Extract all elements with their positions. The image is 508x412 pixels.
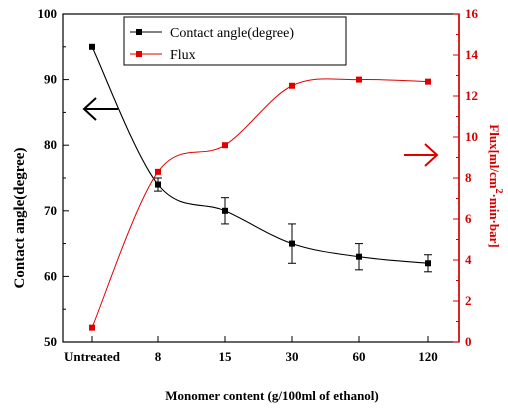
data-point bbox=[222, 207, 228, 214]
series-2 bbox=[89, 76, 431, 331]
legend-box bbox=[123, 16, 347, 66]
y-axis-right-label-sup: 2 bbox=[493, 189, 504, 194]
data-point bbox=[89, 43, 95, 50]
y-left-tick-label: 70 bbox=[44, 203, 57, 218]
y-left-tick-label: 100 bbox=[38, 6, 58, 21]
y-right-tick-label: 16 bbox=[465, 6, 479, 21]
series-1 bbox=[89, 43, 432, 273]
x-tick-label: 60 bbox=[353, 349, 366, 364]
x-tick-label: 8 bbox=[155, 349, 162, 364]
legend: Contact angle(degree) Flux bbox=[123, 16, 347, 66]
y-axis-right-label: Flux[ml/cm2·min·bar] bbox=[487, 124, 504, 247]
data-point bbox=[155, 168, 161, 175]
legend-swatch-marker bbox=[136, 51, 142, 57]
y-axis-right: 0 2 4 6 8 10 12 14 16 bbox=[453, 6, 479, 349]
data-point bbox=[289, 82, 295, 89]
data-point bbox=[425, 78, 431, 85]
x-tick-label: Untreated bbox=[64, 349, 121, 364]
data-point bbox=[155, 181, 161, 188]
series-group bbox=[89, 43, 432, 331]
y-left-tick-label: 60 bbox=[44, 268, 57, 283]
x-tick-label: 120 bbox=[418, 349, 438, 364]
y-left-tick-label: 90 bbox=[44, 72, 57, 87]
y-right-tick-label: 0 bbox=[465, 334, 472, 349]
y-right-tick-label: 10 bbox=[465, 129, 478, 144]
data-point bbox=[222, 142, 228, 149]
data-point bbox=[289, 240, 295, 247]
x-axis-label: Monomer content (g/100ml of ethanol) bbox=[165, 388, 379, 403]
data-point bbox=[356, 253, 362, 260]
y-right-tick-label: 2 bbox=[465, 293, 472, 308]
legend-swatch-marker bbox=[136, 29, 142, 35]
y-right-tick-label: 8 bbox=[465, 170, 472, 185]
y-axis-right-label-rest: ·min·bar] bbox=[487, 194, 502, 248]
y-axis-left: 50 60 70 80 90 100 bbox=[38, 6, 69, 349]
data-point bbox=[356, 76, 362, 83]
legend-label: Flux bbox=[170, 48, 196, 63]
x-tick-label: 30 bbox=[286, 349, 299, 364]
direction-arrows bbox=[82, 97, 439, 167]
x-axis: Untreated 8 15 30 60 120 bbox=[64, 336, 438, 364]
y-left-tick-label: 50 bbox=[44, 334, 57, 349]
y-left-tick-label: 80 bbox=[44, 137, 57, 152]
data-point bbox=[425, 260, 431, 267]
y-axis-left-label: Contact angle(degree) bbox=[12, 148, 28, 289]
arrow-right-head bbox=[424, 143, 439, 167]
legend-label: Contact angle(degree) bbox=[170, 26, 294, 41]
x-tick-label: 15 bbox=[219, 349, 233, 364]
series-line bbox=[91, 78, 429, 328]
y-right-tick-label: 4 bbox=[465, 252, 472, 267]
y-right-tick-label: 12 bbox=[465, 88, 478, 103]
arrow-left-head bbox=[82, 97, 97, 121]
data-point bbox=[89, 324, 95, 331]
y-right-tick-label: 6 bbox=[465, 211, 472, 226]
y-right-tick-label: 14 bbox=[465, 47, 479, 62]
y-axis-right-label-main: Flux[ml/cm bbox=[487, 124, 502, 188]
